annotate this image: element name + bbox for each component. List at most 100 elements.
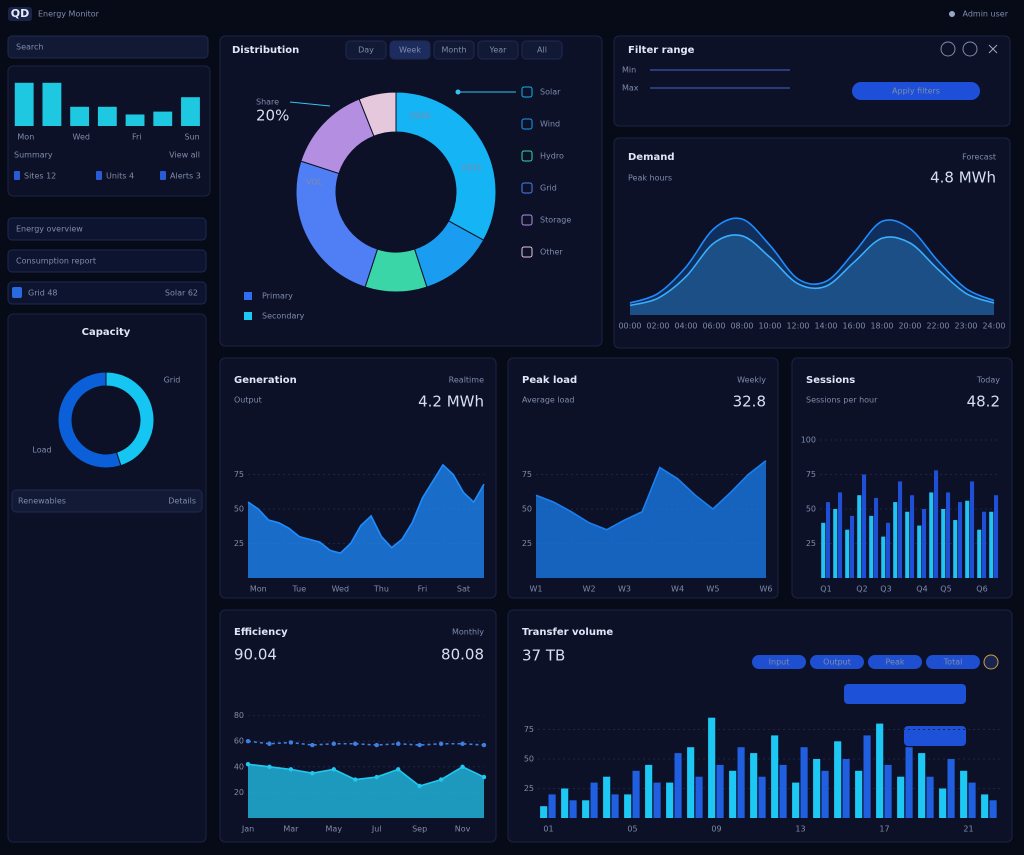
tab[interactable]: [389, 40, 431, 60]
area: [248, 764, 484, 818]
bar: [897, 776, 905, 818]
user-menu[interactable]: Admin user: [963, 10, 1009, 19]
menu-item[interactable]: [7, 249, 207, 273]
y-tick-label: 75: [524, 725, 534, 734]
line: [247, 463, 485, 555]
bar: [540, 806, 548, 818]
bar: [869, 515, 874, 578]
bar: [729, 770, 737, 818]
bar: [834, 741, 842, 818]
point: [481, 742, 487, 748]
x-tick-label: 06:00: [702, 322, 725, 331]
point: [267, 764, 272, 769]
bar: [968, 782, 976, 818]
search-box[interactable]: [7, 35, 209, 59]
line: [629, 234, 995, 307]
tab[interactable]: [433, 40, 475, 60]
tab-label[interactable]: All: [537, 46, 547, 55]
bar: [800, 747, 808, 818]
bar: [826, 502, 831, 578]
bar: [716, 764, 724, 818]
logo-badge: [8, 7, 32, 21]
y-tick-label: 50: [522, 505, 532, 514]
point: [374, 742, 379, 748]
panel-title: Filter range: [628, 45, 695, 56]
toggle-label[interactable]: Output: [823, 658, 851, 667]
panel-title: Demand: [628, 152, 675, 163]
close-icon[interactable]: [988, 44, 998, 54]
icon-button[interactable]: [962, 41, 978, 57]
bar: [953, 520, 958, 578]
panel-meta: Realtime: [449, 376, 484, 385]
x-tick-label: Jan: [241, 825, 254, 834]
menu-item[interactable]: [7, 217, 207, 241]
point: [417, 742, 422, 748]
panel: [613, 137, 1011, 349]
legend-label: Solar: [540, 88, 561, 97]
bar: [922, 509, 927, 578]
bar: [941, 509, 946, 578]
search-placeholder: Search: [16, 43, 43, 52]
value: 80.08: [441, 646, 484, 664]
y-tick-label: 50: [524, 755, 534, 764]
tab-label[interactable]: Year: [489, 46, 508, 55]
legend-icon: [521, 182, 533, 194]
bar: [153, 111, 173, 126]
x-tick-label: Jul: [371, 825, 382, 834]
toggle-label[interactable]: Total: [943, 658, 963, 667]
x-tick-label: Mon: [17, 133, 34, 142]
x-tick-label: W2: [583, 585, 596, 594]
toggle[interactable]: [752, 655, 806, 669]
bar: [939, 788, 947, 818]
x-tick-label: 16:00: [842, 322, 865, 331]
x-tick-label: Fri: [418, 585, 428, 594]
tab-label[interactable]: Week: [399, 46, 421, 55]
bar: [737, 747, 745, 818]
toggle[interactable]: [810, 655, 864, 669]
bar: [876, 723, 884, 818]
bar: [813, 759, 821, 818]
button[interactable]: [852, 82, 980, 100]
toggle-label[interactable]: Input: [769, 658, 790, 667]
tab-label[interactable]: Month: [441, 46, 466, 55]
point: [353, 741, 358, 746]
toggle-label[interactable]: Peak: [886, 658, 905, 667]
point: [310, 771, 315, 776]
bar: [70, 106, 90, 126]
button-label[interactable]: Apply filters: [892, 87, 940, 96]
area: [536, 460, 766, 578]
point: [245, 762, 251, 767]
status: Grid 48: [28, 289, 58, 298]
bar: [771, 735, 779, 818]
toggle-icon[interactable]: [983, 654, 999, 670]
footer-button[interactable]: Details: [168, 497, 196, 506]
tab[interactable]: [521, 40, 563, 60]
x-tick-label: Fri: [132, 133, 142, 142]
link[interactable]: View all: [169, 151, 200, 160]
x-tick-label: 01: [543, 825, 553, 834]
slider-label: Max: [622, 84, 639, 93]
x-tick-label: Mon: [250, 585, 267, 594]
icon-button[interactable]: [940, 41, 956, 57]
toggle[interactable]: [926, 655, 980, 669]
x-tick-label: Nov: [455, 825, 471, 834]
point: [395, 741, 401, 746]
subtitle: Average load: [522, 396, 575, 405]
tab-label[interactable]: Day: [358, 46, 374, 55]
bar: [981, 794, 989, 818]
point: [417, 783, 422, 789]
x-tick-label: W4: [671, 585, 684, 594]
x-tick-label: Wed: [73, 133, 90, 142]
x-tick-label: 14:00: [814, 322, 837, 331]
toggle[interactable]: [868, 655, 922, 669]
y-tick-label: 75: [234, 470, 244, 479]
y-tick-label: 40: [234, 762, 244, 771]
slice-tag: DATA: [410, 112, 431, 121]
x-tick-label: 20:00: [898, 322, 921, 331]
bar: [842, 759, 850, 818]
tab[interactable]: [345, 40, 387, 60]
point: [331, 767, 337, 772]
tab[interactable]: [477, 40, 519, 60]
slice-tag: VOL: [306, 178, 323, 187]
